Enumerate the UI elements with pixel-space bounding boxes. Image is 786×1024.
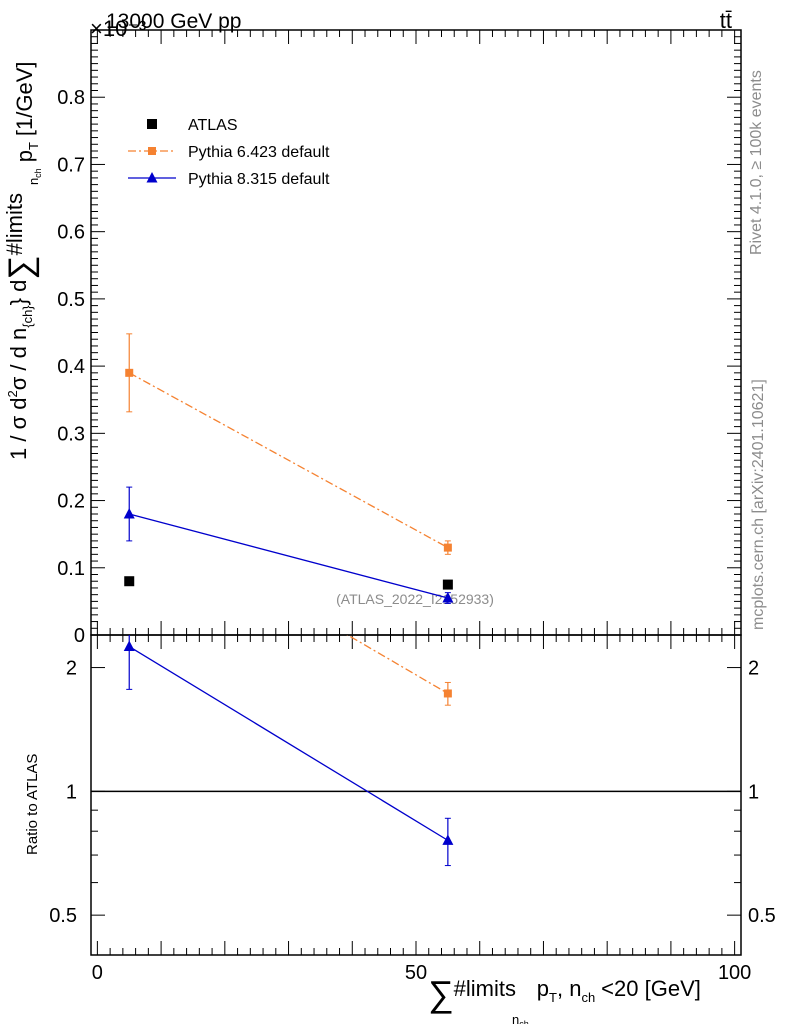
- data-marker: [442, 592, 454, 603]
- ratio-y-tick-labels: 0.5 0.5 1 1 2 2: [49, 658, 776, 928]
- data-marker: [443, 543, 452, 552]
- legend-label: Pythia 8.315 default: [188, 171, 330, 188]
- y-tick-label: 0.6: [57, 222, 85, 244]
- ratio-axis-ticks: [91, 635, 741, 956]
- legend-item: Pythia 6.423 default: [128, 144, 330, 161]
- ratio-series-pythia-8-315-default: [123, 635, 454, 867]
- ratio-series-line: [128, 645, 449, 841]
- process-label: tt̄: [720, 8, 732, 33]
- ratio-y-tick-label-right: 2: [748, 658, 759, 680]
- mcplots-credit-label: mcplots.cern.ch [arXiv:2401.10621]: [750, 379, 767, 630]
- data-marker: [146, 172, 158, 183]
- data-marker: [124, 576, 135, 587]
- main-series-group: [123, 333, 454, 604]
- legend-item: Pythia 8.315 default: [128, 171, 330, 188]
- main-y-tick-labels: 0 0.1 0.2 0.3 0.4 0.5 0.6 0.7 0.8: [57, 87, 85, 647]
- ratio-series-group: [123, 635, 454, 867]
- ratio-y-axis-title: Ratio to ATLAS: [24, 754, 41, 855]
- ratio-y-tick-label: 1: [66, 781, 77, 803]
- y-scale-exponent: ×10⁻³: [90, 16, 146, 41]
- series-pythia-6-423-default: [125, 333, 452, 555]
- legend-label: Pythia 6.423 default: [188, 144, 330, 161]
- series-atlas: [124, 576, 453, 590]
- x-tick-label: 100: [718, 962, 751, 984]
- x-tick-label: 50: [405, 962, 427, 984]
- data-marker: [147, 119, 157, 129]
- ratio-y-tick-label: 0.5: [49, 905, 77, 927]
- ratio-series-pythia-6-423-default: [346, 635, 452, 706]
- data-marker: [443, 689, 452, 698]
- y-tick-label: 0.4: [57, 356, 85, 378]
- rivet-version-label: Rivet 4.1.0, ≥ 100k events: [748, 70, 765, 255]
- ratio-y-tick-label-right: 1: [748, 781, 759, 803]
- data-marker: [148, 147, 156, 155]
- series-pythia-8-315-default: [123, 486, 454, 604]
- main-y-axis-title: 1 / σ d2σ / d n{ch}} d∑#limitsnchpT[1/Ge…: [2, 62, 43, 461]
- y-tick-label: 0.3: [57, 423, 85, 445]
- series-line: [128, 372, 449, 549]
- svg-text:1 / σ d2σ / d n{ch}} d∑#limits: 1 / σ d2σ / d n{ch}} d∑#limitsnchpT[1/Ge…: [2, 62, 43, 461]
- y-tick-label: 0.1: [57, 558, 85, 580]
- data-marker: [123, 640, 135, 652]
- y-tick-label: 0.2: [57, 491, 85, 513]
- data-marker: [442, 834, 454, 845]
- legend-label: ATLAS: [188, 117, 238, 134]
- data-marker: [123, 508, 135, 519]
- ratio-y-tick-label-right: 0.5: [748, 905, 776, 927]
- y-tick-label: 0.5: [57, 289, 85, 311]
- legend: ATLAS Pythia 6.423 default Pythia 8.315 de…: [128, 117, 330, 188]
- x-axis-title: ∑#limits nchpT, nch <20 [GeV]: [428, 973, 701, 1024]
- y-tick-label: 0.8: [57, 87, 85, 109]
- analysis-watermark: (ATLAS_2022_I2152933): [336, 591, 494, 607]
- energy-label: 13000 GeV pp: [106, 10, 241, 33]
- ratio-series-line: [346, 635, 449, 695]
- svg-text:∑#limitsnchpT, nch<20 [GeV]: ∑#limits nchpT, nch <20 [GeV]: [428, 973, 701, 1024]
- x-tick-label: 0: [92, 962, 103, 984]
- main-axis-ticks: [91, 29, 741, 636]
- x-tick-labels: 0 50 100: [92, 962, 752, 984]
- legend-item: ATLAS: [147, 117, 238, 134]
- y-tick-label: 0: [74, 625, 85, 647]
- series-line: [129, 513, 449, 599]
- data-marker: [125, 368, 134, 377]
- data-marker: [442, 579, 453, 590]
- ratio-y-tick-label: 2: [66, 658, 77, 680]
- y-tick-label: 0.7: [57, 154, 85, 176]
